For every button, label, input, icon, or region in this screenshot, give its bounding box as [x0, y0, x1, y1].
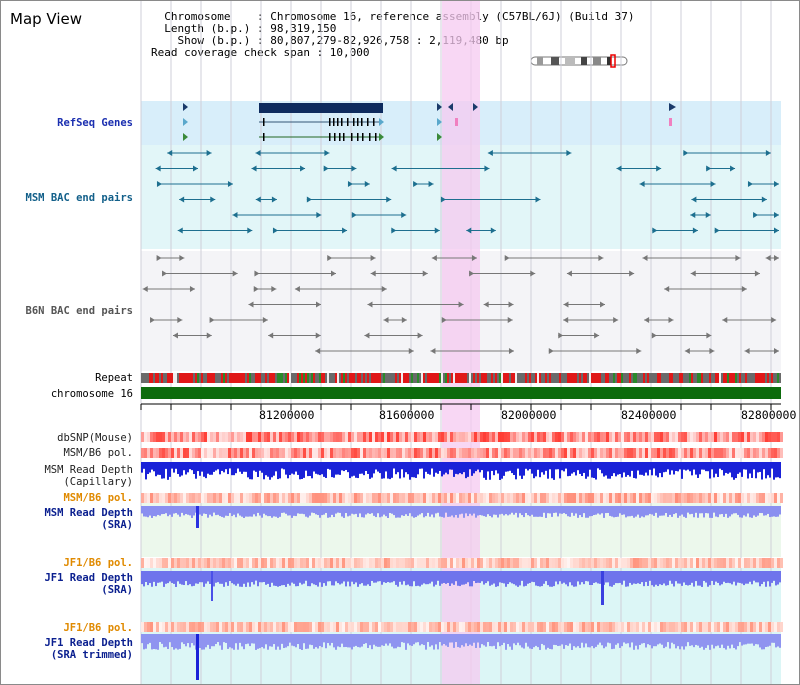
tick-label-82400000: 82400000: [621, 408, 676, 422]
tick-label-81200000: 81200000: [259, 408, 314, 422]
axis-tick-labels: 81200000 81600000 82000000 82400000 8280…: [259, 408, 796, 422]
gene-marker[interactable]: [437, 118, 442, 126]
tick-label-82800000: 82800000: [741, 408, 796, 422]
chromosome-bar[interactable]: [141, 387, 781, 399]
gene-marker[interactable]: [183, 118, 188, 126]
gene-block[interactable]: [259, 103, 383, 113]
track-label-repeat[interactable]: Repeat: [95, 372, 133, 384]
track-label-msm-sra: (SRA): [101, 519, 133, 531]
info-length: Length (b.p.) : 98,319,150: [151, 22, 337, 35]
track-label-chromosome[interactable]: chromosome 16: [50, 388, 133, 400]
track-label-msm-b6-pol-2[interactable]: MSM/B6 pol.: [63, 492, 133, 504]
gene-marker[interactable]: [437, 133, 442, 141]
polymorphism-heat-strips[interactable]: [141, 432, 783, 632]
track-label-jf1-depth-trimmed[interactable]: JF1 Read Depth: [44, 637, 133, 649]
track-label-dbsnp[interactable]: dbSNP(Mouse): [57, 432, 133, 444]
track-label-refseq[interactable]: RefSeq Genes: [57, 117, 133, 129]
b6n-bac-pairs[interactable]: [142, 255, 779, 354]
track-label-jf1-sra: (SRA): [101, 584, 133, 596]
tick-label-81600000: 81600000: [379, 408, 434, 422]
track-label-b6n-bac[interactable]: B6N BAC end pairs: [25, 305, 133, 317]
tick-label-82000000: 82000000: [501, 408, 556, 422]
track-label-msm-bac[interactable]: MSM BAC end pairs: [25, 192, 133, 204]
gene-marker[interactable]: [379, 118, 384, 126]
gene-marker[interactable]: [183, 133, 188, 141]
repeat-track[interactable]: [141, 373, 781, 383]
read-depth-plots[interactable]: [141, 462, 781, 680]
selection-highlight[interactable]: [442, 1, 480, 685]
track-label-msm-depth-capillary[interactable]: MSM Read Depth: [44, 464, 133, 476]
gene-marker[interactable]: [448, 103, 453, 111]
chromosome-ideogram[interactable]: [531, 54, 631, 68]
gene-marker[interactable]: [473, 103, 478, 111]
refseq-genes[interactable]: [183, 103, 676, 141]
track-label-jf1-b6-pol[interactable]: JF1/B6 pol.: [63, 557, 133, 569]
track-label-msm-depth-sra[interactable]: MSM Read Depth: [44, 507, 133, 519]
track-label-msm-b6-pol[interactable]: MSM/B6 pol.: [63, 447, 133, 459]
gene-marker[interactable]: [183, 103, 188, 111]
gene-marker[interactable]: [669, 103, 676, 111]
track-label-sra-trimmed: (SRA trimmed): [50, 649, 133, 661]
track-label-capillary: (Capillary): [63, 476, 133, 488]
position-axis: [140, 403, 781, 410]
gene-marker[interactable]: [437, 103, 442, 111]
chromosome-info: Chromosome : Chromosome 16, reference as…: [151, 11, 634, 59]
track-label-jf1-b6-pol-2[interactable]: JF1/B6 pol.: [63, 622, 133, 634]
gene-marker[interactable]: [379, 133, 384, 141]
track-label-jf1-depth-sra[interactable]: JF1 Read Depth: [44, 572, 133, 584]
msm-bac-pairs[interactable]: [155, 150, 779, 234]
page-title: Map View: [10, 10, 83, 28]
